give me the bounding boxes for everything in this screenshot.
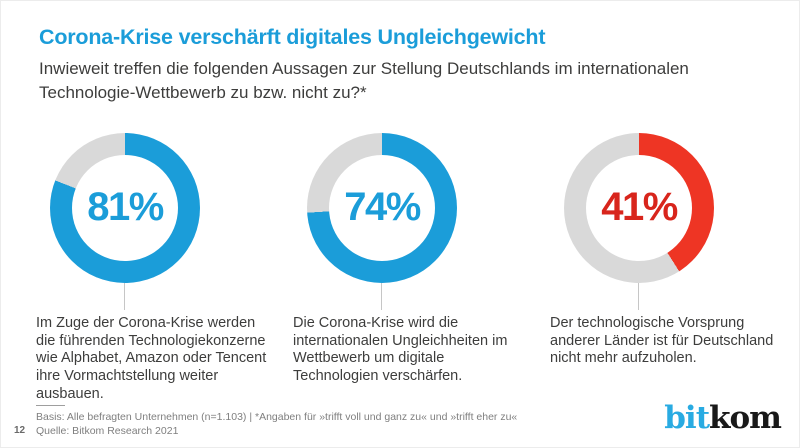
charts-row: 81% Im Zuge der Corona-Krise werden die … — [36, 132, 799, 403]
page-number: 12 — [14, 425, 26, 436]
donut-value-label: 74% — [344, 185, 421, 230]
donut-hole: 81% — [72, 154, 178, 261]
statement-text: Der technologische Vorsprung anderer Län… — [550, 314, 774, 367]
page-title: Corona-Krise verschärft digitales Unglei… — [39, 25, 546, 49]
donut-hole: 74% — [329, 154, 435, 261]
header: Corona-Krise verschärft digitales Unglei… — [1, 1, 799, 106]
donut-value-label: 41% — [601, 185, 678, 230]
chart-column-3: 41% Der technologische Vorsprung anderer… — [550, 132, 790, 403]
donut-hole: 41% — [586, 154, 692, 261]
logo-part-kom: kom — [709, 400, 782, 436]
logo-part-bit: bit — [664, 400, 710, 436]
connector-line — [124, 282, 125, 310]
donut-value-label: 81% — [87, 185, 164, 230]
chart-column-1: 81% Im Zuge der Corona-Krise werden die … — [36, 132, 276, 403]
statement-text: Im Zuge der Corona-Krise werden die führ… — [36, 314, 267, 402]
donut-chart-1: 81% — [50, 132, 200, 283]
footnote-divider — [36, 405, 65, 406]
footnote-basis: Basis: Alle befragten Unternehmen (n=1.1… — [36, 411, 518, 423]
chart-column-2: 74% Die Corona-Krise wird die internatio… — [293, 132, 533, 403]
footnote-source: Quelle: Bitkom Research 2021 — [36, 425, 179, 437]
connector-line — [638, 282, 639, 310]
connector-line — [381, 282, 382, 310]
bitkom-logo: bitkom — [664, 400, 782, 437]
donut-chart-3: 41% — [564, 132, 714, 283]
page-subtitle: Inwieweit treffen die folgenden Aussagen… — [39, 58, 689, 103]
donut-chart-2: 74% — [307, 132, 457, 283]
statement-text: Die Corona-Krise wird die internationale… — [293, 314, 508, 384]
